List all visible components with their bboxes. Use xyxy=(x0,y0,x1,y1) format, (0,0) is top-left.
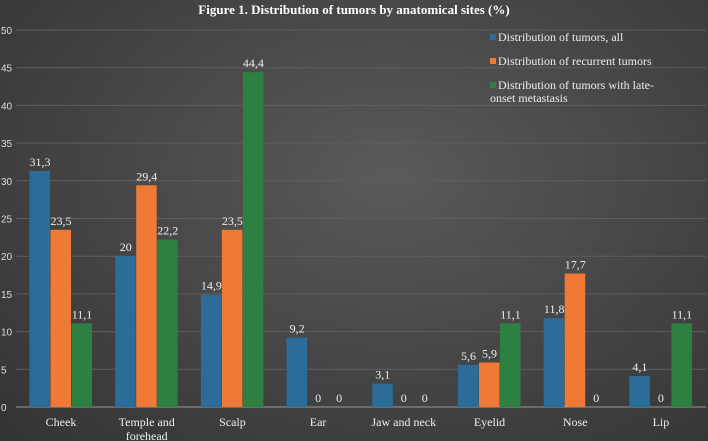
legend-item-metastasis: Distribution of tumors with late-onset m… xyxy=(490,79,660,105)
bar xyxy=(29,170,50,407)
legend-label: Distribution of tumors with late-onset m… xyxy=(490,78,654,105)
bar xyxy=(136,185,157,407)
bar xyxy=(50,229,71,407)
data-label: 0 xyxy=(658,391,664,405)
data-label: 11,8 xyxy=(544,302,565,316)
data-label: 3,1 xyxy=(375,368,390,382)
data-label: 22,2 xyxy=(157,224,178,238)
legend-item-recurrent: Distribution of recurrent tumors xyxy=(490,55,670,68)
bar xyxy=(372,383,393,407)
chart-title: Figure 1. Distribution of tumors by anat… xyxy=(198,2,510,17)
x-tick-label: Nose xyxy=(563,415,588,429)
data-label: 0 xyxy=(422,391,428,405)
legend-label: Distribution of recurrent tumors xyxy=(498,54,652,68)
legend-item-all: Distribution of tumors, all xyxy=(490,31,670,44)
x-tick-label: Lip xyxy=(653,415,670,429)
data-label: 4,1 xyxy=(632,360,647,374)
bar xyxy=(671,323,692,407)
y-tick-label: 20 xyxy=(1,252,13,263)
bar xyxy=(543,318,565,407)
bar xyxy=(71,323,92,407)
bar xyxy=(629,376,650,407)
legend-label: Distribution of tumors, all xyxy=(498,30,624,44)
bar xyxy=(479,362,500,407)
legend-swatch xyxy=(490,34,496,40)
data-label: 31,3 xyxy=(30,155,51,169)
data-label: 14,9 xyxy=(201,279,222,293)
y-tick-label: 50 xyxy=(1,26,13,37)
x-tick-label: Ear xyxy=(310,415,327,429)
y-tick-label: 25 xyxy=(1,215,13,226)
data-label: 11,1 xyxy=(500,307,521,321)
y-tick-label: 5 xyxy=(1,365,7,376)
data-label: 44,4 xyxy=(243,56,264,70)
bar xyxy=(564,273,586,407)
data-label: 5,6 xyxy=(461,349,476,363)
data-label: 23,5 xyxy=(222,214,243,228)
data-label: 23,5 xyxy=(51,214,72,228)
y-tick-label: 10 xyxy=(1,328,13,339)
x-tick-label: Eyelid xyxy=(474,415,505,429)
x-tick-label: Cheek xyxy=(46,415,77,429)
data-label: 20 xyxy=(120,240,132,254)
data-label: 9,2 xyxy=(290,322,305,336)
legend-swatch xyxy=(490,58,496,64)
data-label: 5,9 xyxy=(482,347,497,361)
y-tick-label: 30 xyxy=(1,177,13,188)
bar xyxy=(200,294,222,407)
x-tick-label: Jaw and neck xyxy=(371,415,436,429)
y-tick-label: 45 xyxy=(1,64,13,75)
bar xyxy=(221,229,243,407)
data-label: 0 xyxy=(401,391,407,405)
bar xyxy=(500,323,521,407)
bar xyxy=(458,364,479,407)
bar xyxy=(242,72,264,407)
data-label: 29,4 xyxy=(136,169,157,183)
data-label: 0 xyxy=(593,391,599,405)
y-tick-label: 40 xyxy=(1,101,13,112)
y-tick-label: 35 xyxy=(1,139,13,150)
y-tick-label: 0 xyxy=(1,403,7,414)
data-label: 0 xyxy=(315,391,321,405)
y-tick-label: 15 xyxy=(1,290,13,301)
bar xyxy=(157,239,178,407)
data-label: 11,1 xyxy=(672,307,693,321)
data-label: 17,7 xyxy=(565,258,586,272)
x-tick-label: Temple and xyxy=(119,415,175,429)
x-tick-label: forehead xyxy=(126,429,168,441)
legend-swatch xyxy=(490,82,496,88)
data-label: 0 xyxy=(336,391,342,405)
data-label: 11,1 xyxy=(72,307,93,321)
bar xyxy=(286,337,308,407)
x-tick-label: Scalp xyxy=(219,415,246,429)
bar xyxy=(115,256,136,407)
